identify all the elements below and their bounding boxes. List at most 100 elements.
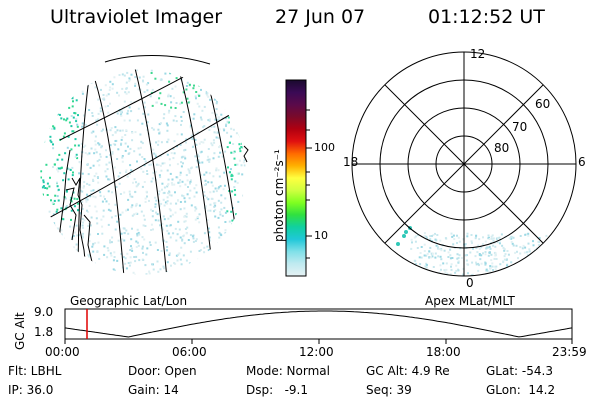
emission-pixel: [238, 76, 241, 79]
emission-pixel: [187, 101, 190, 104]
emission-pixel: [458, 254, 461, 257]
emission-pixel: [522, 274, 525, 276]
emission-pixel: [159, 268, 162, 271]
colorbar: [285, 79, 307, 277]
emission-pixel: [184, 148, 187, 151]
emission-pixel: [144, 264, 147, 267]
emission-pixel: [425, 262, 428, 265]
emission-pixel: [508, 272, 511, 275]
emission-pixel: [72, 116, 75, 119]
emission-pixel: [217, 116, 220, 119]
emission-pixel: [227, 256, 230, 259]
emission-pixel: [150, 229, 153, 231]
emission-pixel: [200, 88, 202, 91]
emission-pixel: [137, 147, 140, 150]
emission-pixel: [435, 239, 438, 242]
emission-pixel: [154, 203, 157, 206]
emission-pixel: [75, 269, 77, 272]
emission-pixel: [209, 265, 212, 268]
emission-pixel: [241, 124, 244, 127]
emission-pixel: [457, 269, 460, 272]
emission-pixel: [117, 175, 120, 178]
emission-pixel: [223, 129, 226, 132]
emission-pixel: [238, 227, 241, 230]
emission-pixel: [438, 248, 441, 251]
emission-pixel: [223, 243, 226, 246]
emission-pixel: [112, 259, 115, 262]
emission-pixel: [230, 168, 232, 171]
emission-pixel: [201, 109, 204, 112]
emission-pixel: [87, 79, 90, 82]
emission-pixel: [63, 118, 65, 121]
altitude-x-tick-2359: 23:59: [552, 345, 587, 359]
emission-pixel: [51, 201, 54, 204]
emission-pixel: [100, 88, 102, 91]
emission-pixel: [174, 191, 176, 194]
emission-pixel: [214, 118, 217, 121]
emission-pixel: [186, 97, 189, 100]
emission-pixel: [56, 260, 59, 262]
emission-pixel: [245, 114, 246, 117]
emission-pixel: [158, 174, 161, 177]
emission-pixel: [66, 117, 69, 120]
emission-pixel: [208, 88, 211, 91]
emission-pixel: [523, 251, 526, 254]
emission-pixel: [537, 263, 540, 266]
emission-pixel: [430, 273, 433, 276]
emission-pixel: [59, 69, 62, 72]
emission-pixel: [437, 255, 440, 258]
emission-pixel: [216, 131, 219, 134]
emission-pixel: [174, 211, 177, 214]
emission-pixel: [241, 89, 244, 92]
emission-pixel: [455, 264, 458, 267]
emission-pixel: [88, 240, 91, 243]
polar-mlt-label-18: 18: [343, 155, 359, 169]
emission-pixel: [119, 193, 122, 195]
emission-pixel: [170, 152, 173, 155]
emission-pixel: [218, 231, 221, 234]
emission-pixel: [466, 232, 469, 235]
emission-pixel: [502, 269, 505, 272]
emission-pixel: [425, 254, 428, 257]
altitude-x-tick-1800: 18:00: [426, 345, 461, 359]
emission-pixel: [224, 84, 227, 87]
emission-pixel: [108, 161, 111, 164]
emission-pixel: [191, 275, 193, 277]
emission-pixel: [490, 237, 493, 240]
emission-pixel: [110, 241, 113, 244]
emission-pixel: [168, 109, 171, 112]
emission-pixel: [180, 123, 182, 126]
emission-pixel: [74, 83, 77, 86]
emission-pixel: [154, 241, 157, 244]
emission-pixel: [125, 87, 128, 90]
emission-pixel: [127, 262, 130, 264]
emission-pixel: [548, 247, 551, 250]
emission-pixel: [143, 238, 146, 241]
emission-pixel: [42, 179, 45, 182]
emission-pixel: [52, 213, 55, 216]
emission-pixel: [129, 78, 132, 81]
emission-pixel: [96, 251, 99, 253]
emission-pixel: [154, 153, 157, 156]
emission-pixel: [189, 180, 192, 183]
emission-pixel: [512, 276, 514, 278]
emission-pixel: [60, 166, 63, 169]
emission-pixel: [81, 172, 84, 175]
emission-pixel: [144, 201, 147, 203]
emission-pixel: [213, 125, 216, 128]
emission-pixel: [86, 209, 88, 212]
emission-pixel: [206, 269, 209, 272]
emission-pixel: [161, 162, 164, 165]
emission-pixel: [85, 267, 88, 270]
emission-pixel: [545, 234, 548, 237]
emission-pixel: [128, 77, 131, 80]
emission-pixel: [186, 179, 189, 182]
emission-pixel: [245, 255, 246, 258]
emission-pixel: [482, 252, 484, 255]
emission-pixel: [154, 77, 157, 80]
emission-pixel: [129, 172, 131, 175]
emission-pixel: [186, 193, 189, 196]
emission-pixel: [55, 260, 58, 263]
emission-pixel: [68, 121, 71, 124]
emission-pixel: [95, 77, 98, 80]
